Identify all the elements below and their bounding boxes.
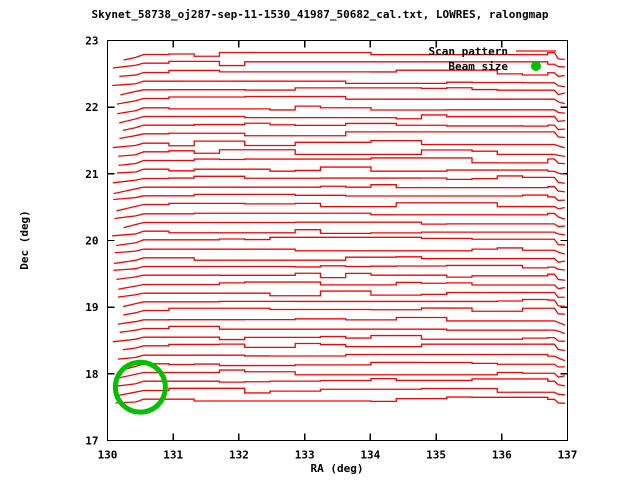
scan-line bbox=[116, 377, 565, 387]
scan-line bbox=[113, 193, 565, 202]
scan-line bbox=[114, 387, 565, 397]
scan-line bbox=[116, 202, 565, 212]
scan-line bbox=[117, 290, 565, 299]
scan-line bbox=[112, 60, 565, 69]
legend-label-scan-pattern: Scan pattern bbox=[429, 45, 508, 58]
scan-line bbox=[116, 272, 565, 281]
y-tick-label: 21 bbox=[85, 168, 99, 181]
scan-line bbox=[117, 316, 566, 326]
y-tick-label: 20 bbox=[85, 235, 98, 248]
scan-line bbox=[120, 87, 566, 96]
scan-line bbox=[116, 166, 565, 175]
x-axis-ticks: 130 131 132 133 134 135 136 137 bbox=[98, 40, 578, 462]
scan-line bbox=[117, 105, 565, 115]
scan-line bbox=[114, 369, 566, 380]
beam-size-circle bbox=[112, 359, 168, 415]
x-tick-label: 130 bbox=[98, 449, 118, 462]
y-axis-label: Dec (deg) bbox=[18, 210, 31, 270]
x-tick-label: 135 bbox=[426, 449, 446, 462]
scan-line bbox=[112, 80, 565, 88]
scan-line bbox=[122, 298, 565, 308]
scan-line bbox=[121, 361, 565, 371]
y-tick-label: 18 bbox=[85, 368, 98, 381]
x-tick-label: 137 bbox=[558, 449, 578, 462]
legend: Scan pattern Beam size bbox=[429, 45, 556, 73]
scan-line bbox=[119, 69, 565, 78]
scan-line bbox=[123, 221, 565, 229]
scan-line bbox=[114, 212, 566, 220]
scan-line bbox=[115, 396, 565, 404]
scan-line bbox=[117, 353, 566, 362]
scan-line bbox=[119, 131, 565, 140]
x-axis-label: RA (deg) bbox=[311, 462, 364, 475]
scan-line bbox=[112, 334, 565, 343]
scan-line bbox=[113, 184, 565, 195]
x-tick-label: 131 bbox=[163, 449, 183, 462]
scan-line bbox=[112, 229, 565, 237]
scan-line bbox=[112, 175, 565, 184]
scan-line bbox=[122, 122, 565, 132]
legend-label-beam-size: Beam size bbox=[448, 60, 508, 73]
scan-line bbox=[118, 157, 565, 167]
y-axis-ticks: 17 18 19 20 21 22 23 bbox=[85, 35, 568, 448]
scan-line bbox=[116, 236, 565, 247]
scan-line bbox=[113, 264, 565, 271]
scan-line bbox=[116, 95, 566, 105]
scan-line bbox=[118, 114, 565, 124]
scan-line bbox=[112, 140, 566, 149]
y-tick-label: 23 bbox=[85, 35, 98, 48]
x-tick-label: 134 bbox=[360, 449, 380, 462]
scan-line bbox=[114, 247, 566, 255]
y-tick-label: 19 bbox=[85, 301, 98, 314]
scan-pattern-series bbox=[112, 51, 566, 404]
x-tick-label: 132 bbox=[229, 449, 249, 462]
scan-line bbox=[123, 307, 565, 316]
x-tick-label: 133 bbox=[295, 449, 315, 462]
scan-line bbox=[113, 256, 565, 265]
y-tick-label: 22 bbox=[85, 101, 98, 114]
y-tick-label: 17 bbox=[85, 435, 98, 448]
scan-line bbox=[118, 281, 565, 290]
page-title: Skynet_58738_oj287-sep-11-1530_41987_506… bbox=[91, 8, 549, 21]
scan-line bbox=[123, 51, 565, 61]
beam-size-circle-marker bbox=[112, 359, 168, 415]
scan-line bbox=[122, 342, 565, 352]
x-tick-label: 136 bbox=[492, 449, 512, 462]
scan-line bbox=[119, 325, 566, 335]
legend-swatch-beam-size bbox=[531, 61, 541, 71]
scan-line bbox=[118, 149, 565, 158]
